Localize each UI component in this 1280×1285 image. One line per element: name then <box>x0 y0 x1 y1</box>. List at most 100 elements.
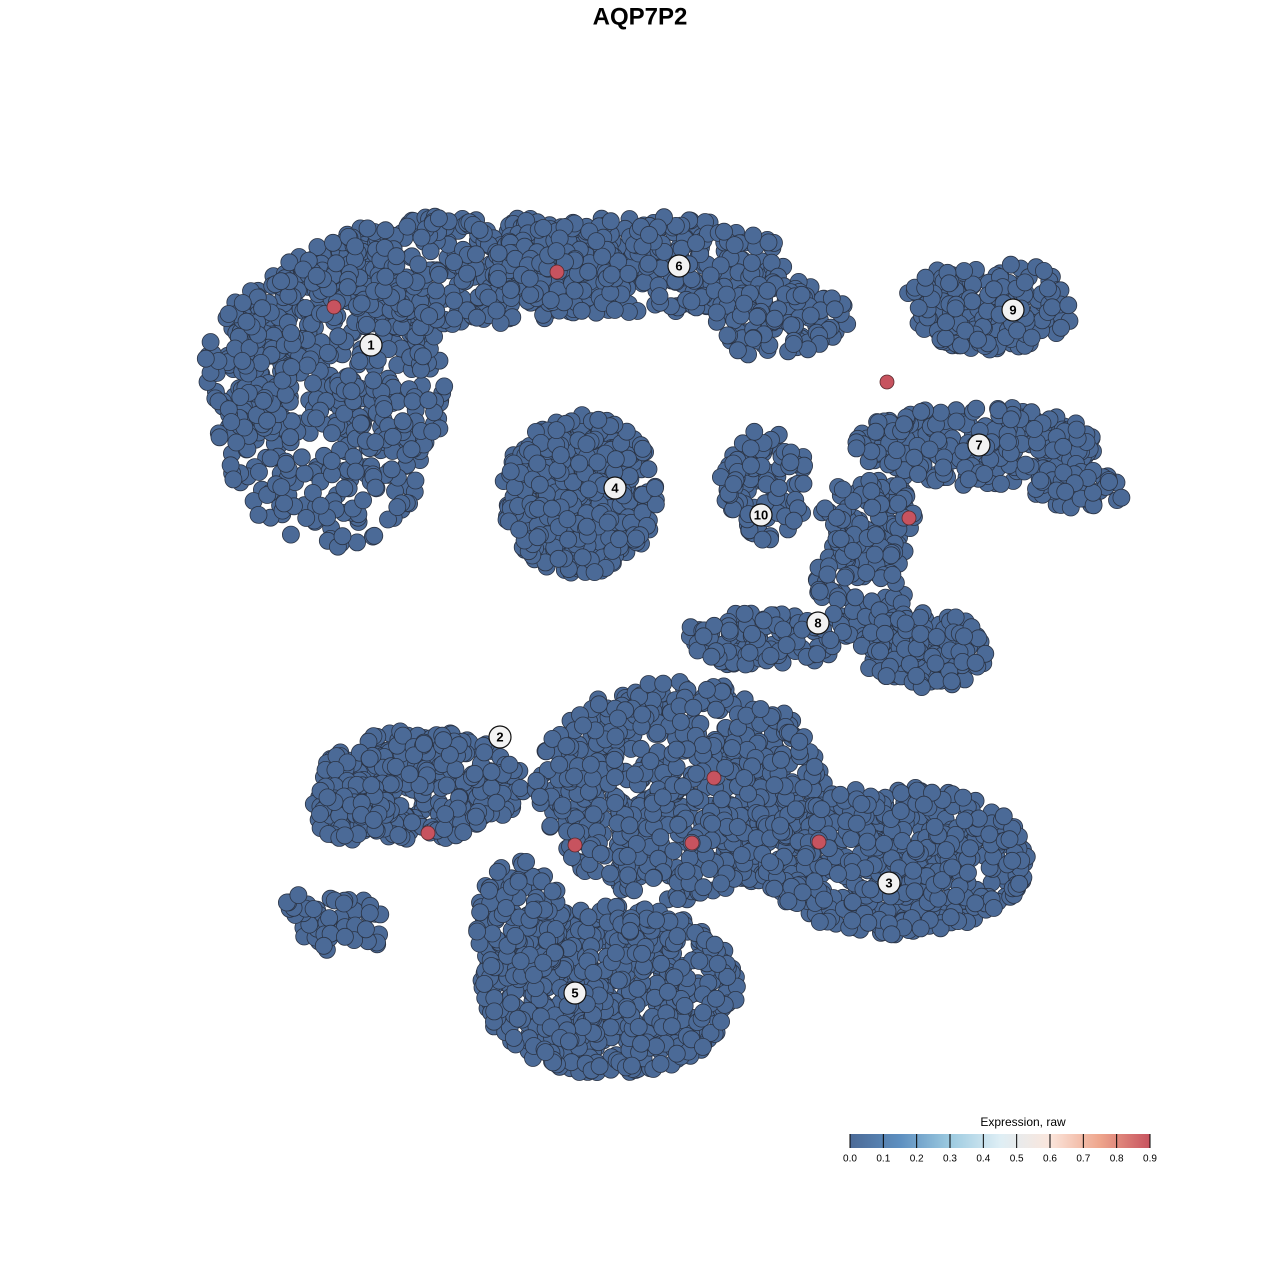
cell <box>664 842 683 860</box>
cell <box>273 371 292 390</box>
cell <box>548 460 567 479</box>
cell <box>577 435 596 454</box>
cell <box>429 209 448 228</box>
cell <box>572 301 591 320</box>
cell <box>784 335 803 353</box>
cell <box>280 253 299 272</box>
cell <box>937 841 955 859</box>
cell <box>352 294 371 313</box>
cell <box>381 775 400 794</box>
cell <box>765 309 784 328</box>
cell <box>528 528 547 547</box>
cell <box>435 377 454 396</box>
cell <box>735 294 754 313</box>
cell <box>423 422 442 441</box>
cell <box>955 811 974 830</box>
cell <box>943 858 961 877</box>
cell <box>673 777 692 796</box>
cell <box>445 309 464 328</box>
cell <box>698 680 716 699</box>
cell <box>444 253 463 271</box>
cell <box>357 315 376 334</box>
cell <box>1059 296 1078 315</box>
cell <box>640 225 658 244</box>
cell <box>282 324 300 343</box>
cell <box>852 795 871 813</box>
cell <box>905 448 924 467</box>
cell <box>458 264 477 283</box>
cell <box>282 358 301 377</box>
cell <box>335 826 354 845</box>
cell <box>413 347 432 366</box>
cell <box>281 525 300 544</box>
cell <box>777 636 796 654</box>
cell <box>402 440 421 459</box>
cell <box>909 465 927 484</box>
cell <box>382 460 401 479</box>
cell <box>549 549 568 568</box>
cell <box>339 367 358 386</box>
cell <box>941 908 960 927</box>
cell <box>454 823 473 841</box>
cell <box>858 832 877 851</box>
cell <box>589 410 608 429</box>
cell <box>500 755 519 774</box>
cell <box>224 470 243 489</box>
cell <box>329 327 348 346</box>
cell <box>648 724 667 742</box>
cell <box>579 480 598 499</box>
cell <box>952 336 970 355</box>
cell <box>609 709 627 728</box>
cell <box>606 794 625 812</box>
cell <box>434 731 453 750</box>
cell <box>258 411 277 430</box>
cell <box>318 343 337 362</box>
cell <box>882 546 900 565</box>
cell <box>936 329 955 348</box>
cell <box>335 404 354 423</box>
cell <box>723 739 741 757</box>
cell <box>387 247 406 266</box>
cell <box>975 465 994 483</box>
cell <box>354 491 373 510</box>
cell <box>955 627 973 646</box>
cell <box>653 788 672 807</box>
cell <box>591 844 610 863</box>
cell <box>644 869 663 887</box>
cell <box>587 232 606 251</box>
cell <box>759 233 778 252</box>
cell <box>1031 471 1050 490</box>
cells <box>196 207 1131 1081</box>
cell <box>579 262 598 281</box>
cell <box>694 878 713 897</box>
cell <box>742 456 760 475</box>
cell <box>740 643 759 662</box>
cell <box>534 219 553 237</box>
cell <box>654 674 673 693</box>
cell <box>836 568 854 587</box>
cell <box>419 391 438 410</box>
cell <box>487 793 506 812</box>
cell <box>311 805 329 823</box>
cell <box>700 860 719 878</box>
cell <box>946 299 965 318</box>
cell <box>593 247 612 266</box>
cell <box>237 312 256 331</box>
cell <box>1025 420 1044 438</box>
cell <box>606 450 625 469</box>
cell <box>520 269 539 288</box>
cell <box>790 732 809 751</box>
cell <box>619 866 638 885</box>
cell <box>846 588 865 607</box>
cell <box>961 839 979 858</box>
cell <box>646 479 664 497</box>
cell <box>635 273 653 292</box>
cell <box>963 292 982 311</box>
cell <box>947 887 965 905</box>
cell <box>633 705 652 724</box>
cell <box>882 925 901 944</box>
cell <box>712 790 731 809</box>
cell <box>934 458 953 477</box>
cell <box>667 740 686 759</box>
cell <box>825 300 844 319</box>
